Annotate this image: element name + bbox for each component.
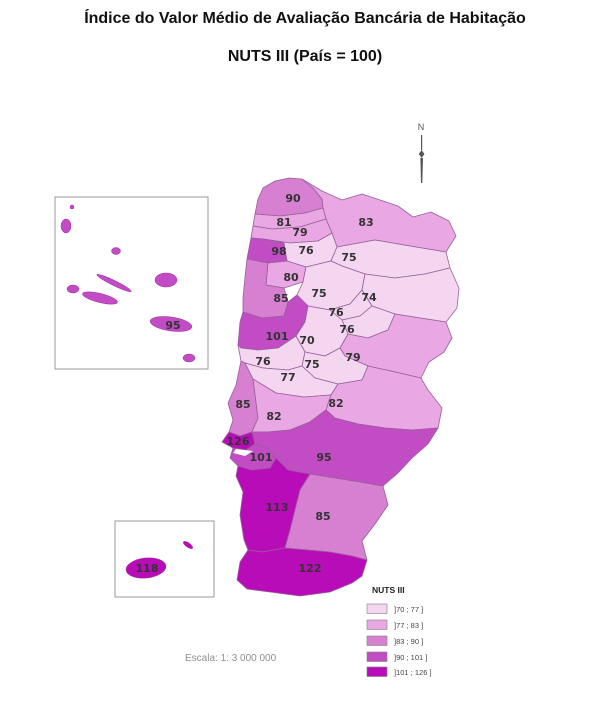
region-label: 81	[276, 216, 291, 229]
legend-label: ]90 ; 101 ]	[394, 653, 427, 662]
region-label: 82	[266, 410, 281, 423]
legend-label: ]77 ; 83 ]	[394, 621, 423, 630]
region-label: 95	[316, 451, 331, 464]
region-label: 90	[285, 192, 301, 205]
scale-text: Escala: 1: 3 000 000	[185, 653, 277, 664]
legend-swatch	[366, 666, 388, 677]
region-label: 75	[304, 358, 319, 371]
legend-label: ]83 ; 90 ]	[394, 637, 423, 646]
island-corvo	[69, 204, 75, 210]
region-label: 76	[298, 244, 314, 257]
page-subtitle: NUTS III (País = 100)	[227, 48, 383, 65]
page-title: Índice do Valor Médio de Avaliação Bancá…	[84, 10, 526, 27]
region-label: 76	[255, 355, 271, 368]
island-pico	[82, 291, 118, 305]
region-label: 85	[315, 510, 330, 523]
region-label: 85	[273, 292, 288, 305]
island-terceira	[154, 272, 178, 288]
region-label: 83	[358, 216, 373, 229]
legend-title: NUTS III	[372, 585, 405, 595]
island-graciosa	[111, 247, 121, 255]
madeira-islands	[125, 541, 193, 579]
madeira-inset: 118	[114, 520, 215, 598]
map-legend: NUTS III ]70 ; 77 ] ]77 ; 83 ] ]83 ; 90 …	[366, 585, 432, 677]
legend-label: ]101 ; 126 ]	[394, 668, 432, 677]
region-label: 74	[361, 291, 377, 304]
region-label: 113	[266, 501, 289, 514]
region-label: 85	[235, 398, 250, 411]
region-label: 98	[271, 245, 286, 258]
island-flores	[60, 218, 72, 234]
azores-islands	[60, 204, 196, 363]
region-label: 76	[339, 323, 355, 336]
legend-label: ]70 ; 77 ]	[394, 605, 423, 614]
region-label: 80	[283, 271, 299, 284]
island-sao-jorge	[96, 274, 132, 292]
region-label: 75	[311, 287, 326, 300]
region-label: 118	[136, 562, 159, 575]
legend-swatch	[366, 635, 388, 646]
region-labels: 90 81 79 98 76 83 75 80 85 75 74 76 76 1…	[227, 192, 377, 575]
region-label: 126	[227, 435, 250, 448]
region-label: 101	[250, 451, 273, 464]
madeira-inset-box	[114, 520, 215, 598]
region-label: 101	[266, 330, 289, 343]
region-label: 75	[341, 251, 356, 264]
azores-inset: 95	[54, 196, 209, 370]
region-label: 82	[328, 397, 343, 410]
north-arrow-icon: N	[418, 122, 425, 183]
island-santa-maria	[182, 353, 196, 363]
mainland-regions	[221, 177, 460, 597]
island-madeira	[125, 557, 167, 579]
north-label: N	[418, 122, 425, 132]
region-algarve	[236, 547, 368, 597]
legend-swatch	[366, 603, 388, 614]
island-porto-santo	[183, 541, 193, 549]
island-faial	[66, 284, 80, 294]
region-label: 76	[328, 306, 344, 319]
region-label: 77	[280, 371, 295, 384]
region-label: 70	[299, 334, 315, 347]
azores-inset-box	[54, 196, 209, 370]
region-label: 79	[345, 351, 360, 364]
region-label: 122	[299, 562, 322, 575]
legend-swatch	[366, 651, 388, 662]
region-label: 79	[292, 226, 307, 239]
legend-swatch	[366, 619, 388, 630]
region-label: 95	[165, 319, 180, 332]
island-sao-miguel	[149, 316, 193, 332]
tagus-estuary	[233, 449, 253, 456]
